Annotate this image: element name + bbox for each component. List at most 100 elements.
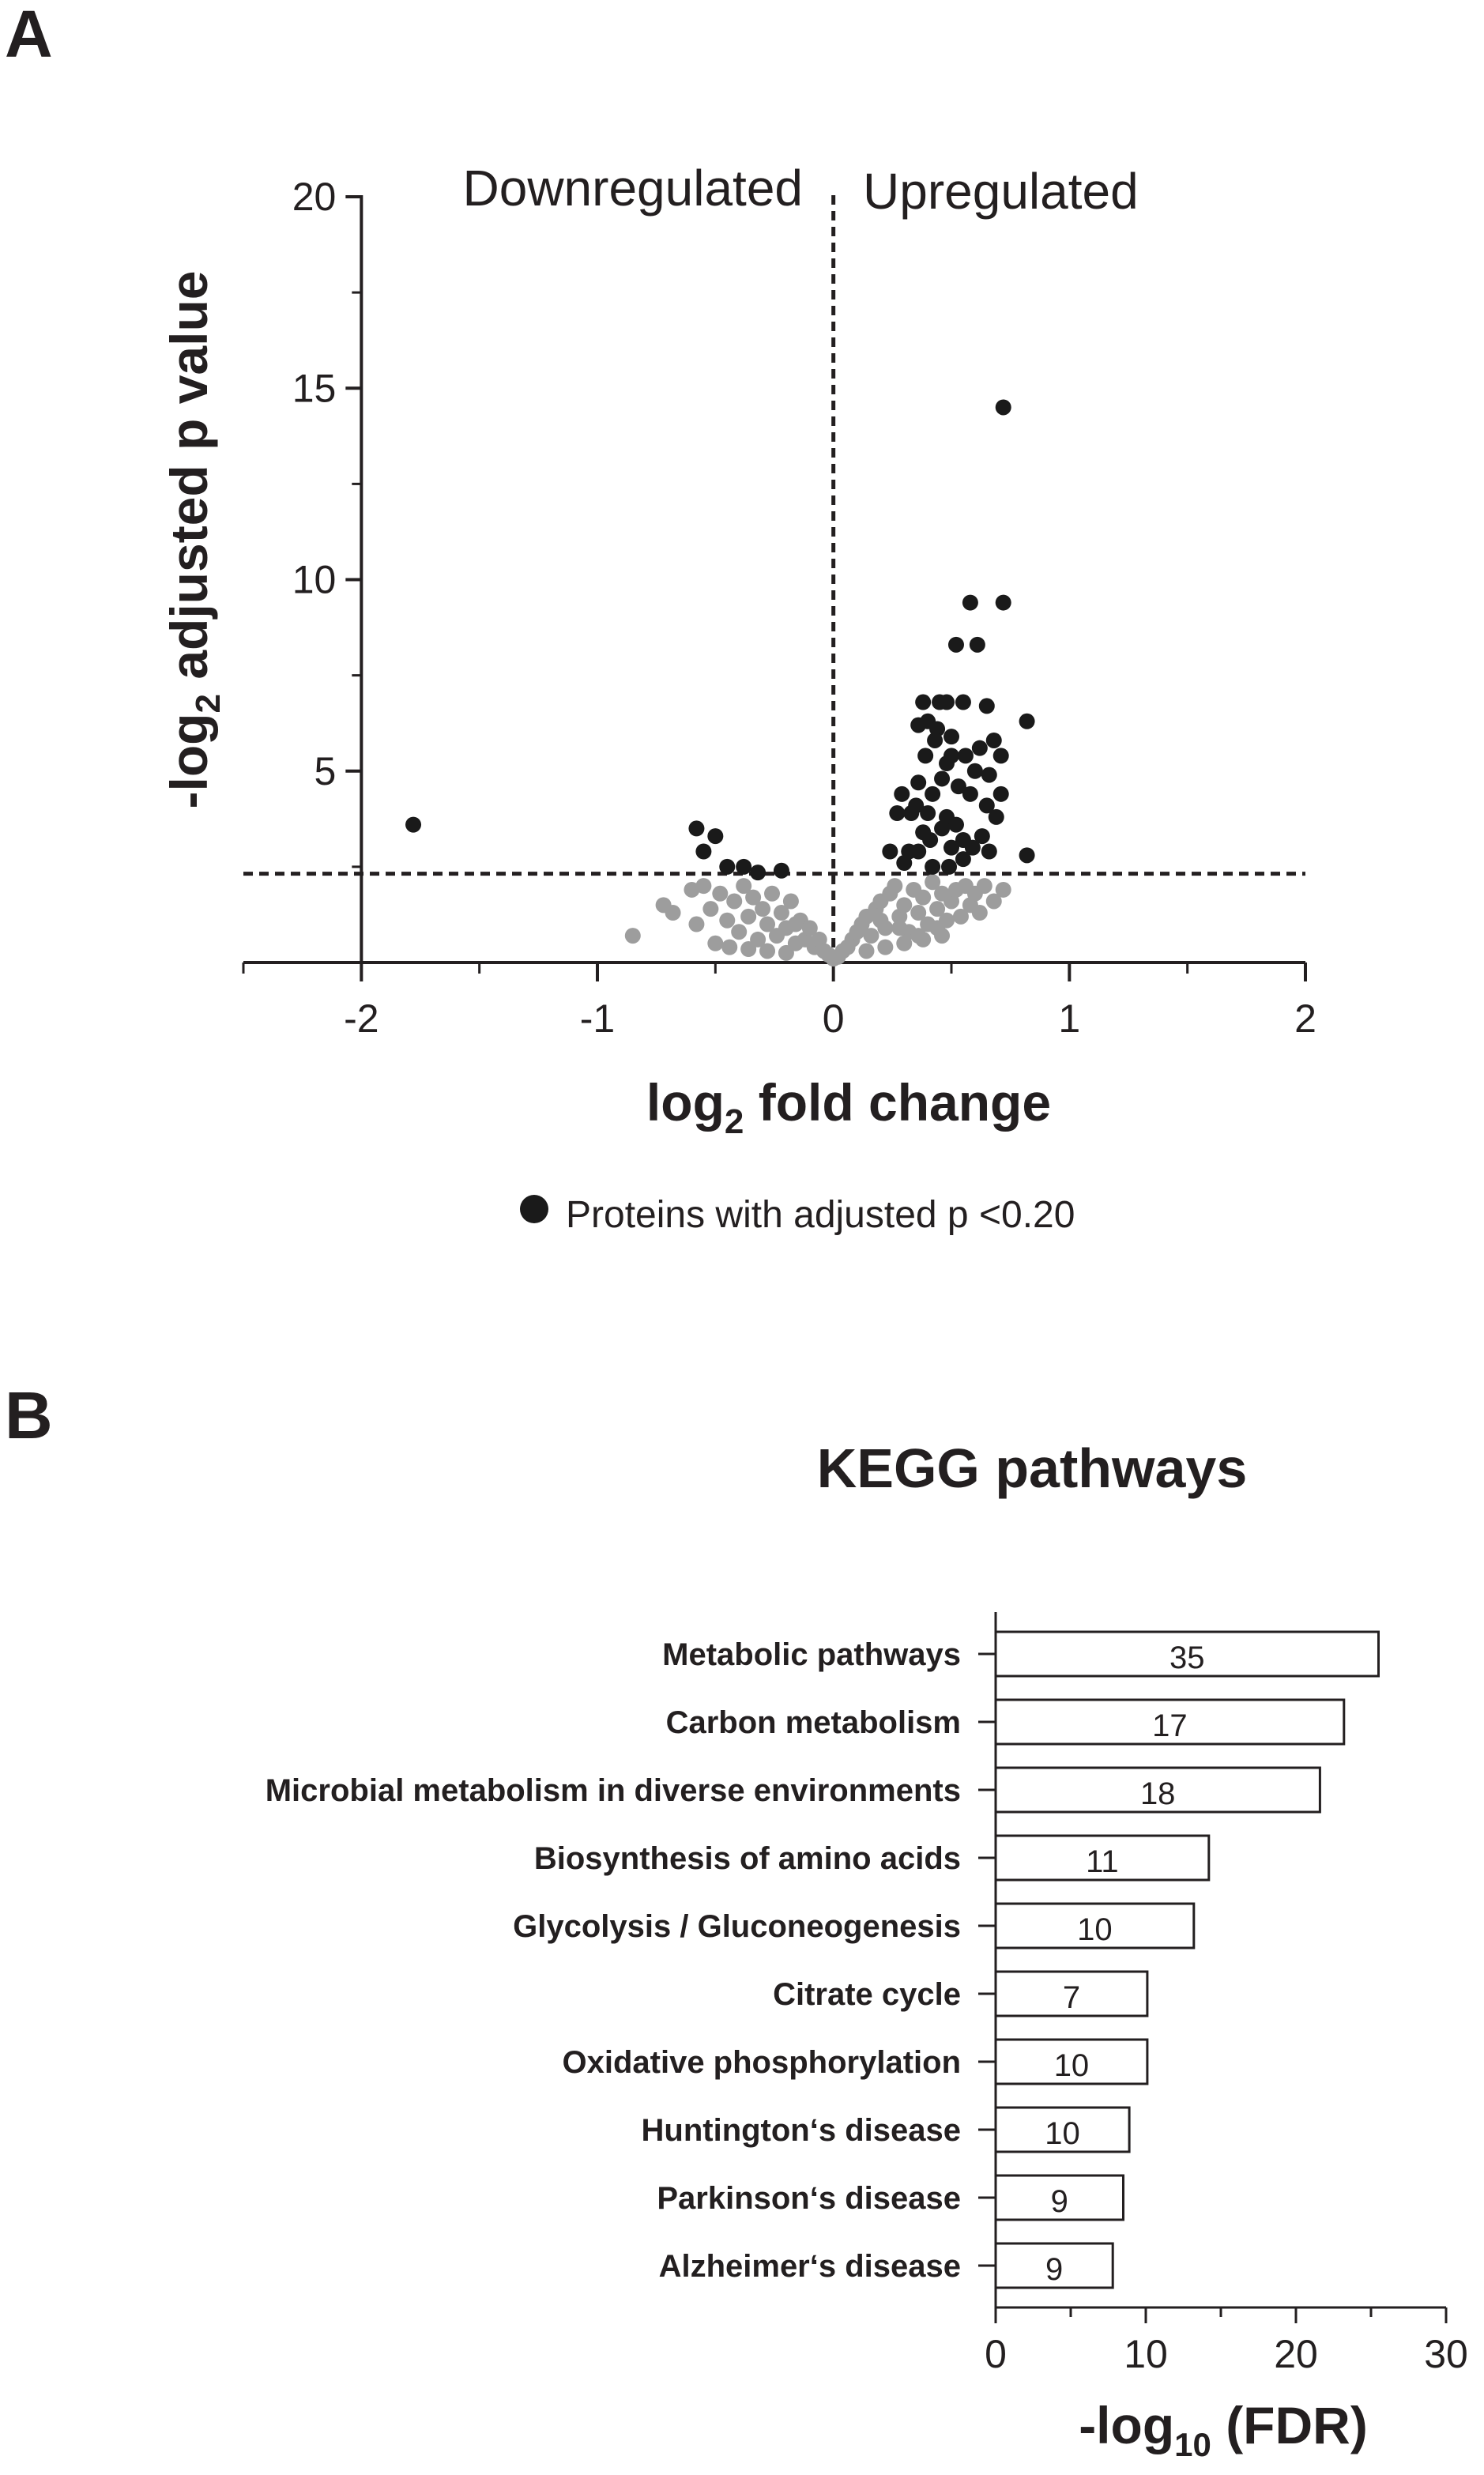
x-tick-label: 30 <box>1424 2332 1468 2376</box>
nonsignificant-point <box>688 916 705 932</box>
significant-point <box>966 763 983 779</box>
legend-label: Proteins with adjusted p <0.20 <box>566 1194 1075 1236</box>
y-tick-label: 5 <box>315 749 337 793</box>
y-axis-title: -log2 adjusted p value <box>160 271 228 809</box>
bar <box>994 2106 1131 2153</box>
significant-point <box>922 831 939 848</box>
significant-point <box>773 862 789 879</box>
significant-point <box>971 740 988 756</box>
significant-point <box>903 805 920 822</box>
significant-point <box>889 805 906 822</box>
significant-point <box>981 843 997 860</box>
nonsignificant-point <box>872 912 889 929</box>
bar <box>994 2174 1124 2221</box>
significant-point <box>995 594 1011 611</box>
bar <box>994 1698 1346 1746</box>
bar-value-label: 10 <box>1045 2116 1080 2151</box>
significant-point <box>974 828 990 845</box>
category-label: Citrate cycle <box>773 1977 961 2012</box>
significant-point <box>1019 713 1035 729</box>
bar <box>994 1630 1380 1678</box>
bar <box>994 2242 1114 2289</box>
significant-point <box>944 839 959 856</box>
category-label: Glycolysis / Gluconeogenesis <box>513 1909 961 1944</box>
significant-point <box>939 755 955 772</box>
significant-point <box>882 843 898 860</box>
x-axis-title-part: log <box>646 1073 725 1132</box>
x-tick-label: 20 <box>1274 2332 1318 2376</box>
significant-point <box>925 785 941 802</box>
nonsignificant-point <box>782 893 799 910</box>
category-label: Carbon metabolism <box>666 1705 961 1740</box>
x-tick-label: -2 <box>344 996 379 1041</box>
significant-point <box>992 785 1009 802</box>
significant-point <box>969 636 985 653</box>
nonsignificant-point <box>695 878 712 895</box>
x-tick-label: 10 <box>1124 2332 1168 2376</box>
nonsignificant-point <box>736 878 752 895</box>
bar-value-label: 35 <box>1169 1641 1205 1675</box>
x-axis-title-part: fold change <box>744 1073 1051 1132</box>
y-tick-label: 20 <box>292 175 337 219</box>
significant-point <box>964 839 981 856</box>
category-label: Huntington‘s disease <box>642 2113 962 2148</box>
significant-point <box>707 828 724 845</box>
significant-point <box>992 748 1009 764</box>
nonsignificant-point <box>745 889 762 906</box>
bar-value-label: 17 <box>1152 1708 1188 1743</box>
nonsignificant-point <box>712 885 729 902</box>
significant-point <box>688 820 705 837</box>
y-axis-title-subscript: 2 <box>189 694 228 713</box>
y-tick-label: 10 <box>292 558 337 602</box>
significant-point <box>917 748 934 764</box>
significant-point <box>962 594 978 611</box>
bar-value-label: 9 <box>1051 2184 1068 2219</box>
nonsignificant-point <box>929 920 946 936</box>
x-tick-label: 0 <box>823 996 845 1041</box>
significant-point <box>995 399 1011 416</box>
x-tick-label: 1 <box>1058 996 1080 1041</box>
significant-point <box>978 797 995 814</box>
x-axis-title-part: -log <box>1079 2396 1174 2454</box>
x-tick-label: 0 <box>985 2332 1007 2376</box>
significant-point <box>934 770 951 787</box>
nonsignificant-point <box>985 893 1002 910</box>
nonsignificant-point <box>731 924 748 940</box>
bar-value-label: 18 <box>1140 1776 1176 1811</box>
significant-point <box>719 858 736 875</box>
significant-point <box>955 694 971 710</box>
significant-point <box>920 805 936 822</box>
volcano-plot: 5 10 15 20 -2 -1 0 1 2 Downregulated Upregulated lo… <box>160 160 1316 1236</box>
nonsignificant-point <box>778 944 794 961</box>
bar <box>994 1834 1211 1882</box>
significant-point <box>985 732 1002 748</box>
nonsignificant-point <box>896 897 913 914</box>
significant-point <box>896 855 913 872</box>
significant-point <box>1019 847 1035 864</box>
x-axis-title-part: (FDR) <box>1211 2396 1368 2454</box>
region-label-upregulated: Upregulated <box>863 163 1139 220</box>
significant-point <box>939 694 955 710</box>
significant-point <box>941 858 958 875</box>
nonsignificant-point <box>624 928 641 944</box>
nonsignificant-point <box>719 912 736 929</box>
nonsignificant-point <box>887 878 903 895</box>
x-tick-label: -1 <box>580 996 615 1041</box>
nonsignificant-point <box>773 905 789 921</box>
nonsignificant-point <box>915 889 932 906</box>
significant-point <box>981 767 997 783</box>
significant-point <box>957 748 974 764</box>
y-tick-label: 15 <box>292 366 337 410</box>
significant-point <box>947 636 964 653</box>
nonsignificant-point <box>755 901 771 917</box>
significant-point <box>910 717 927 733</box>
category-label: Oxidative phosphorylation <box>562 2045 961 2080</box>
bar-value-label: 11 <box>1086 1844 1119 1879</box>
kegg-bar-chart: KEGG pathways Metabolic pathways 35 Carbon … <box>266 1437 1468 2463</box>
significant-point <box>934 820 951 837</box>
bar <box>994 2038 1149 2085</box>
significant-point <box>736 858 752 875</box>
x-axis-title: -log10 (FDR) <box>1079 2396 1368 2463</box>
x-axis-title-subscript: 2 <box>725 1102 744 1141</box>
